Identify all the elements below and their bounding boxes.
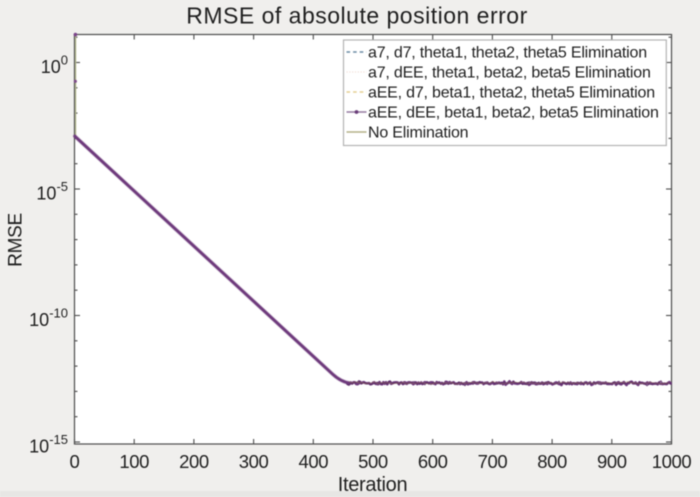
svg-text:10-10: 10-10 xyxy=(29,305,68,330)
svg-text:No Elimination: No Elimination xyxy=(368,125,468,142)
svg-text:300: 300 xyxy=(239,451,269,472)
svg-text:100: 100 xyxy=(41,52,68,77)
svg-text:700: 700 xyxy=(478,451,508,472)
svg-text:0: 0 xyxy=(70,451,80,472)
svg-text:Iteration: Iteration xyxy=(338,474,408,496)
svg-text:500: 500 xyxy=(358,451,388,472)
svg-text:1000: 1000 xyxy=(652,451,692,472)
svg-text:aEE, d7, beta1, theta2, theta5: aEE, d7, beta1, theta2, theta5 Eliminati… xyxy=(368,85,655,102)
svg-text:aEE, dEE, beta1, beta2, beta5: aEE, dEE, beta1, beta2, beta5 Eliminatio… xyxy=(368,105,659,122)
svg-text:RMSE of absolute position erro: RMSE of absolute position error xyxy=(186,3,528,29)
svg-text:900: 900 xyxy=(597,451,627,472)
svg-text:400: 400 xyxy=(298,451,328,472)
svg-text:200: 200 xyxy=(179,451,209,472)
svg-text:RMSE: RMSE xyxy=(6,213,27,267)
svg-text:800: 800 xyxy=(537,451,567,472)
svg-text:100: 100 xyxy=(119,451,149,472)
svg-text:a7, d7, theta1, theta2, theta5: a7, d7, theta1, theta2, theta5 Eliminati… xyxy=(368,45,647,62)
svg-text:600: 600 xyxy=(418,451,448,472)
svg-text:a7, dEE, theta1, beta2, beta5: a7, dEE, theta1, beta2, beta5 Eliminatio… xyxy=(368,65,651,82)
